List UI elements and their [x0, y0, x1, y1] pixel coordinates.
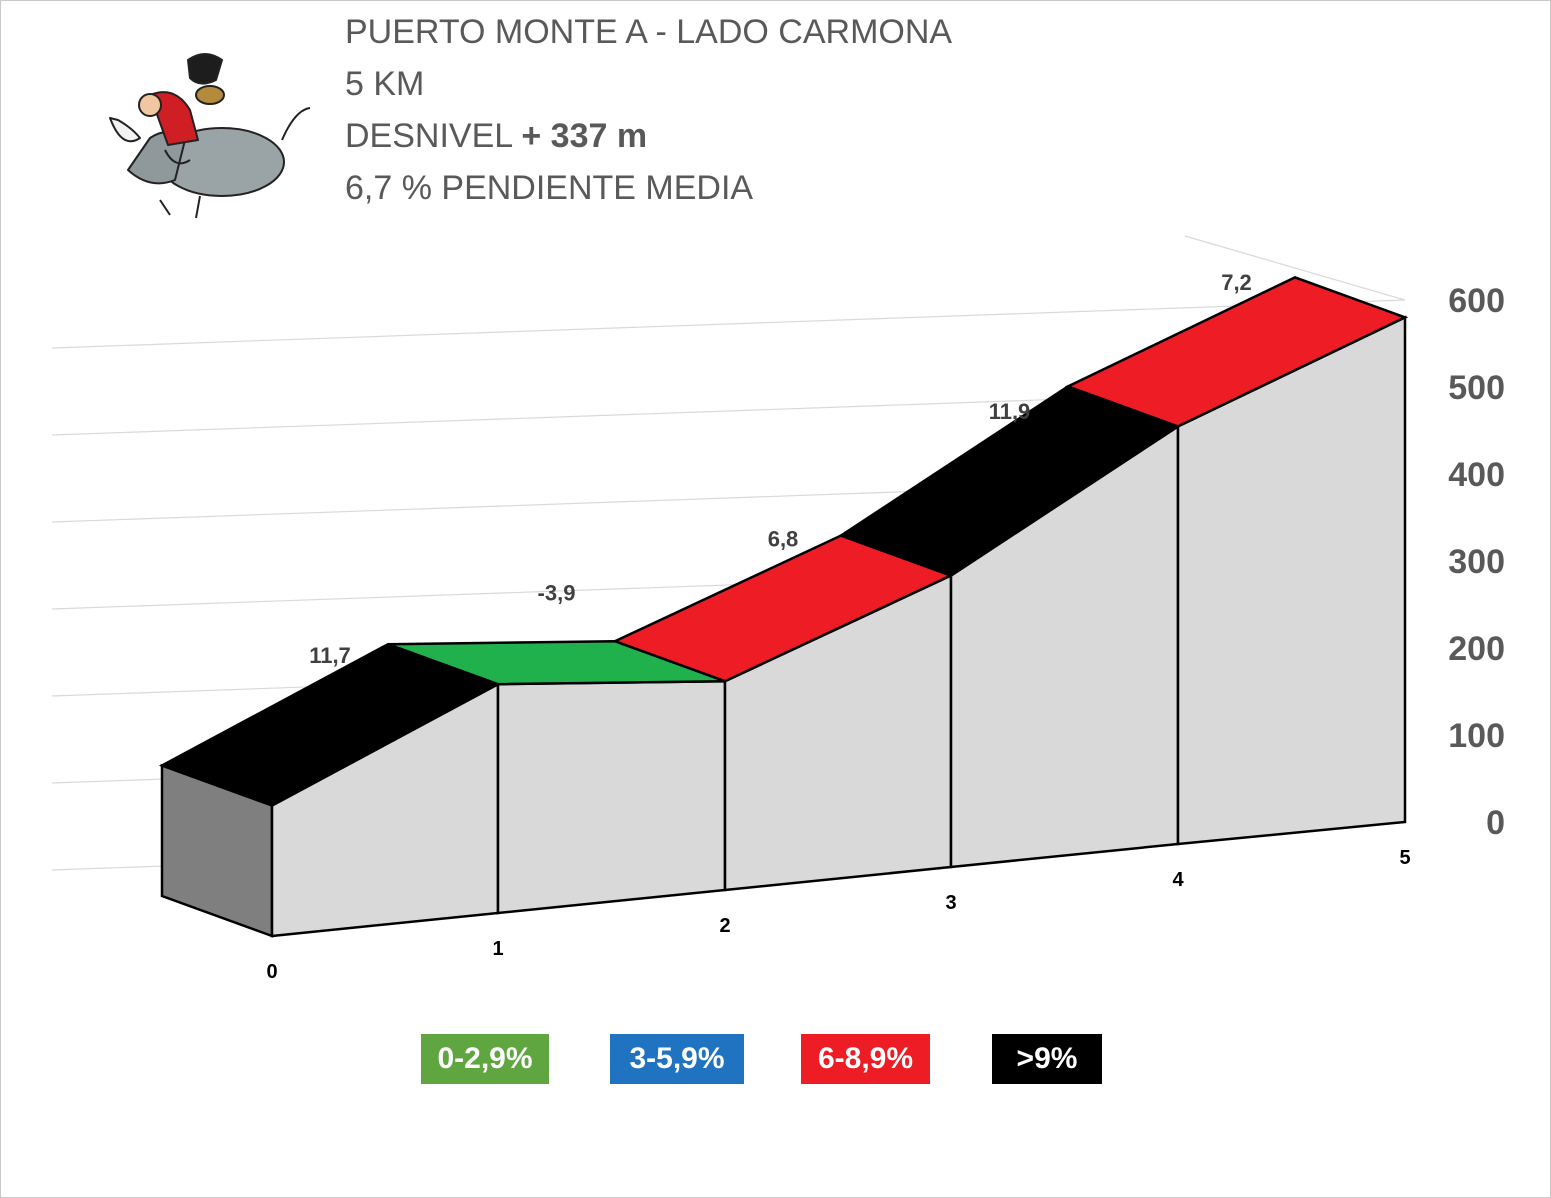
y-tick-label: 500	[1448, 369, 1505, 407]
segment-gradient-label: 7,2	[1221, 270, 1252, 295]
profile-gradient: 6,7 % PENDIENTE MEDIA	[345, 169, 754, 207]
grid-line	[1184, 235, 1406, 301]
elevation-label: DESNIVEL	[345, 117, 512, 155]
segment-gradient-label: 11,9	[989, 399, 1031, 424]
x-tick-label: 4	[1172, 869, 1184, 891]
segment-gradient-label: -3,9	[538, 581, 576, 606]
profile-elevation: DESNIVEL + 337 m	[345, 116, 647, 156]
y-tick-label: 100	[1448, 717, 1505, 755]
x-tick-label: 0	[266, 961, 277, 983]
y-tick-label: 300	[1448, 543, 1505, 581]
profile-front-face	[496, 679, 727, 915]
y-tick-label: 400	[1448, 456, 1505, 494]
x-tick-label: 5	[1399, 847, 1410, 869]
grid-line	[51, 299, 1406, 349]
y-tick-label: 600	[1448, 282, 1505, 320]
legend-item: >9%	[992, 1034, 1102, 1084]
legend-item: 0-2,9%	[421, 1034, 549, 1084]
profile-distance: 5 KM	[345, 65, 425, 103]
legend-item: 3-5,9%	[610, 1034, 744, 1084]
chart-labels: 11,7 -3,9 6,8 11,9 7,2 0 1 2 3 4 5 0 100 200 300 400 500…	[266, 270, 1505, 983]
x-tick-label: 1	[492, 938, 503, 960]
x-tick-label: 2	[719, 915, 730, 937]
segment-gradient-label: 6,8	[768, 526, 799, 551]
elevation-value: + 337 m	[521, 117, 648, 155]
segment-gradient-label: 11,7	[309, 643, 351, 668]
legend-item: 6-8,9%	[801, 1034, 930, 1084]
segment-top-face	[1064, 276, 1409, 428]
y-tick-label: 200	[1448, 630, 1505, 668]
x-tick-label: 3	[945, 892, 956, 914]
y-tick-label: 0	[1486, 804, 1505, 842]
profile-title: PUERTO MONTE A - LADO CARMONA	[345, 13, 953, 51]
profile-faces	[158, 276, 1409, 938]
